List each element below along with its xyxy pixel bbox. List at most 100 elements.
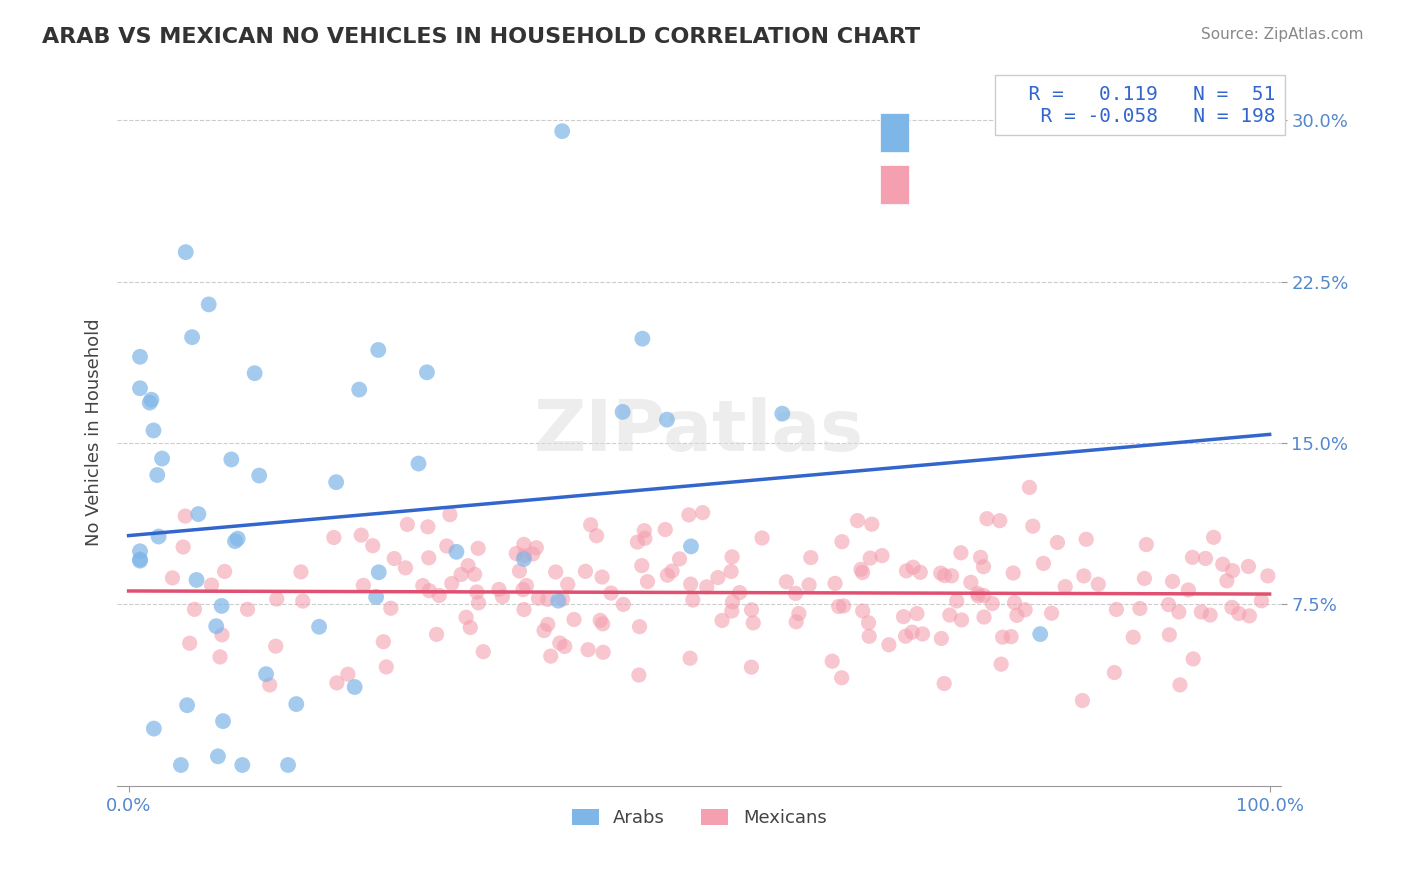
Mexicans [544, 565, 567, 579]
Arabs [655, 412, 678, 426]
Arabs [129, 552, 152, 566]
Mexicans [1005, 608, 1028, 623]
Arabs [197, 297, 219, 311]
Arabs [367, 343, 389, 357]
Mexicans [236, 602, 259, 616]
Mexicans [591, 570, 613, 584]
Mexicans [522, 547, 544, 561]
Mexicans [633, 524, 655, 538]
Mexicans [678, 508, 700, 522]
Arabs [679, 540, 702, 554]
Mexicans [785, 586, 807, 600]
Arabs [129, 381, 152, 395]
Arabs [408, 457, 430, 471]
Arabs [770, 407, 793, 421]
Mexicans [1220, 600, 1243, 615]
Mexicans [576, 642, 599, 657]
Mexicans [465, 585, 488, 599]
Mexicans [657, 568, 679, 582]
Mexicans [162, 571, 184, 585]
Mexicans [373, 634, 395, 648]
Mexicans [1076, 533, 1098, 547]
Mexicans [797, 578, 820, 592]
Mexicans [627, 668, 650, 682]
FancyBboxPatch shape [880, 113, 908, 152]
Mexicans [440, 576, 463, 591]
Mexicans [214, 565, 236, 579]
Mexicans [1105, 602, 1128, 616]
Mexicans [436, 539, 458, 553]
Mexicans [679, 577, 702, 591]
Mexicans [858, 629, 880, 643]
Arabs [367, 566, 389, 580]
Mexicans [741, 603, 763, 617]
Mexicans [634, 532, 657, 546]
Arabs [141, 392, 163, 407]
Mexicans [901, 625, 924, 640]
Arabs [174, 245, 197, 260]
Mexicans [1194, 551, 1216, 566]
Arabs [285, 697, 308, 711]
Mexicans [711, 614, 734, 628]
Arabs [513, 552, 536, 566]
Mexicans [941, 569, 963, 583]
Mexicans [1054, 580, 1077, 594]
Mexicans [692, 506, 714, 520]
Legend: Arabs, Mexicans: Arabs, Mexicans [564, 802, 834, 834]
Arabs [547, 593, 569, 607]
Mexicans [450, 567, 472, 582]
Mexicans [1032, 557, 1054, 571]
Arabs [366, 590, 388, 604]
Mexicans [910, 566, 932, 580]
Mexicans [929, 566, 952, 580]
Mexicans [513, 602, 536, 616]
Mexicans [800, 550, 823, 565]
Mexicans [728, 585, 751, 599]
Mexicans [322, 531, 344, 545]
Mexicans [1202, 530, 1225, 544]
Mexicans [172, 540, 194, 554]
Arabs [631, 332, 654, 346]
Arabs [212, 714, 235, 728]
Mexicans [1122, 630, 1144, 644]
Mexicans [1250, 594, 1272, 608]
Mexicans [981, 597, 1004, 611]
Mexicans [600, 586, 623, 600]
Mexicans [991, 630, 1014, 644]
Mexicans [183, 602, 205, 616]
Arabs [142, 722, 165, 736]
Mexicans [174, 509, 197, 524]
Mexicans [637, 574, 659, 589]
Mexicans [464, 567, 486, 582]
Mexicans [1004, 596, 1026, 610]
Mexicans [456, 610, 478, 624]
Arabs [186, 573, 208, 587]
Mexicans [425, 627, 447, 641]
Mexicans [524, 541, 547, 555]
Mexicans [579, 517, 602, 532]
Mexicans [1073, 569, 1095, 583]
Mexicans [950, 613, 973, 627]
Mexicans [934, 568, 956, 582]
Mexicans [508, 564, 530, 578]
Mexicans [416, 520, 439, 534]
Mexicans [972, 559, 994, 574]
Arabs [142, 424, 165, 438]
Mexicans [352, 578, 374, 592]
Mexicans [1199, 608, 1222, 623]
Mexicans [350, 528, 373, 542]
Mexicans [831, 534, 853, 549]
Mexicans [179, 636, 201, 650]
Mexicans [1237, 559, 1260, 574]
Text: ARAB VS MEXICAN NO VEHICLES IN HOUSEHOLD CORRELATION CHART: ARAB VS MEXICAN NO VEHICLES IN HOUSEHOLD… [42, 27, 921, 46]
Arabs [181, 330, 204, 344]
Mexicans [488, 582, 510, 597]
Mexicans [1189, 605, 1212, 619]
Mexicans [905, 607, 928, 621]
Mexicans [336, 667, 359, 681]
Mexicans [849, 562, 872, 576]
Mexicans [513, 537, 536, 551]
Mexicans [512, 582, 534, 597]
Mexicans [654, 523, 676, 537]
Mexicans [554, 640, 576, 654]
